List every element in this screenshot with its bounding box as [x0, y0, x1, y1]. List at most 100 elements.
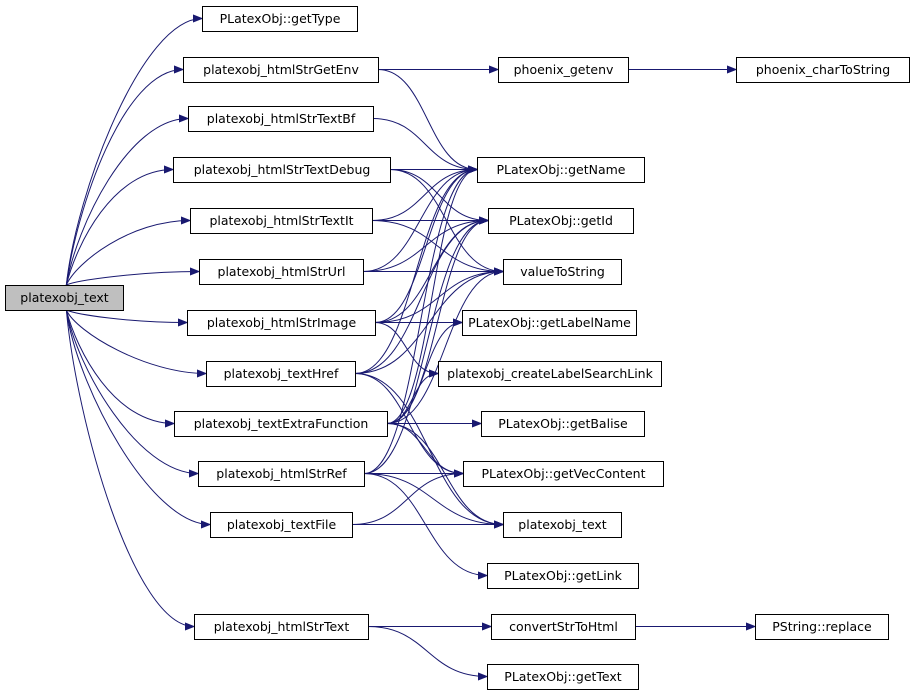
node-label: platexobj_textFile — [227, 517, 337, 532]
node-box — [755, 614, 889, 640]
node-box — [202, 6, 358, 32]
node-label: PLatexObj::getVecContent — [482, 466, 646, 481]
node-text-href[interactable]: platexobj_textHref — [206, 361, 356, 387]
node-label: PLatexObj::getId — [509, 213, 613, 228]
node-box — [487, 664, 639, 690]
node-box — [173, 157, 391, 183]
edge-html-str-text-debug-to-get-id — [389, 169, 488, 221]
node-html-str-text-debug[interactable]: platexobj_htmlStrTextDebug — [173, 157, 391, 183]
node-label: phoenix_charToString — [756, 62, 890, 77]
node-box — [438, 361, 662, 387]
edge-root-to-html-str-url — [66, 272, 199, 286]
node-box — [206, 361, 356, 387]
node-phoenix-char-to-string[interactable]: phoenix_charToString — [736, 57, 910, 83]
node-get-link[interactable]: PLatexObj::getLink — [487, 563, 639, 589]
node-html-str-ref[interactable]: platexobj_htmlStrRef — [198, 461, 365, 487]
edge-root-to-text-file — [65, 309, 210, 525]
nodes-layer: platexobj_text PLatexObj::getTypeplatexob… — [5, 6, 910, 690]
node-box — [199, 259, 364, 285]
node-box — [462, 310, 637, 336]
node-label: PLatexObj::getBalise — [498, 416, 628, 431]
node-box — [463, 461, 664, 487]
edge-html-str-text-bf-to-get-name — [372, 118, 477, 170]
node-label: platexobj_textExtraFunction — [194, 416, 369, 431]
node-label: platexobj_htmlStrRef — [216, 466, 347, 481]
edge-html-str-text-it-to-get-name — [371, 170, 477, 221]
node-get-balise[interactable]: PLatexObj::getBalise — [481, 411, 645, 437]
node-box — [210, 512, 353, 538]
node-get-label-name[interactable]: PLatexObj::getLabelName — [462, 310, 637, 336]
edge-text-file-to-get-vec-content — [351, 474, 463, 525]
edge-text-extra-function-to-get-name — [386, 170, 477, 424]
edge-root-to-text-extra-function — [65, 309, 174, 424]
edge-root-to-html-str-text-bf — [65, 119, 188, 286]
edge-text-href-to-get-name — [354, 170, 477, 374]
edge-html-str-text-to-get-text — [367, 626, 487, 677]
node-label: PLatexObj::getName — [496, 162, 625, 177]
node-root[interactable]: platexobj_text — [5, 285, 124, 311]
node-label: PLatexObj::getType — [220, 11, 341, 26]
node-box — [503, 259, 622, 285]
node-replace[interactable]: PString::replace — [755, 614, 889, 640]
node-label: platexobj_htmlStrText — [214, 619, 350, 634]
node-label: platexobj_text — [518, 517, 607, 532]
node-get-type[interactable]: PLatexObj::getType — [202, 6, 358, 32]
node-get-name[interactable]: PLatexObj::getName — [477, 157, 645, 183]
edge-html-str-text-it-to-value-to-string — [371, 220, 503, 272]
edge-root-to-html-str-text — [65, 309, 194, 627]
edge-text-href-to-value-to-string — [354, 272, 503, 374]
edge-root-to-html-str-image — [66, 309, 187, 323]
node-get-text[interactable]: PLatexObj::getText — [487, 664, 639, 690]
node-phoenix-getenv[interactable]: phoenix_getenv — [498, 57, 629, 83]
node-label: platexobj_htmlStrTextIt — [209, 213, 353, 228]
edge-root-to-html-str-ref — [65, 309, 198, 474]
edge-root-to-html-str-get-env — [65, 70, 183, 286]
node-label: platexobj_textHref — [224, 366, 339, 381]
node-label: platexobj_htmlStrTextBf — [207, 111, 356, 126]
node-html-str-text-it[interactable]: platexobj_htmlStrTextIt — [190, 208, 373, 234]
node-value-to-string[interactable]: valueToString — [503, 259, 622, 285]
node-box — [174, 411, 388, 437]
node-label: PLatexObj::getLink — [504, 568, 622, 583]
node-label: platexobj_htmlStrGetEnv — [203, 62, 359, 77]
edge-html-str-ref-to-get-id — [363, 221, 488, 474]
node-label: PLatexObj::getLabelName — [468, 315, 631, 330]
node-html-str-get-env[interactable]: platexobj_htmlStrGetEnv — [183, 57, 379, 83]
node-box — [487, 563, 639, 589]
node-html-str-url[interactable]: platexobj_htmlStrUrl — [199, 259, 364, 285]
node-box — [477, 157, 645, 183]
edge-root-to-text-href — [65, 309, 206, 374]
node-create-label-search-link[interactable]: platexobj_createLabelSearchLink — [438, 361, 662, 387]
node-html-str-text[interactable]: platexobj_htmlStrText — [194, 614, 369, 640]
node-html-str-image[interactable]: platexobj_htmlStrImage — [187, 310, 376, 336]
node-label: PString::replace — [772, 619, 872, 634]
node-text2[interactable]: platexobj_text — [503, 512, 622, 538]
node-label: platexobj_createLabelSearchLink — [447, 366, 653, 381]
edges-layer — [65, 19, 755, 677]
node-text-file[interactable]: platexobj_textFile — [210, 512, 353, 538]
node-box — [503, 512, 622, 538]
node-label: platexobj_text — [20, 290, 109, 305]
node-label: platexobj_htmlStrImage — [207, 315, 357, 330]
node-get-id[interactable]: PLatexObj::getId — [488, 208, 634, 234]
node-get-vec-content[interactable]: PLatexObj::getVecContent — [463, 461, 664, 487]
node-label: PLatexObj::getText — [504, 669, 622, 684]
node-box — [190, 208, 373, 234]
edge-html-str-url-to-get-name — [362, 170, 477, 272]
node-label: phoenix_getenv — [514, 62, 614, 77]
node-box — [488, 208, 634, 234]
edge-root-to-html-str-text-debug — [65, 170, 173, 286]
node-label: platexobj_htmlStrUrl — [218, 264, 346, 279]
node-text-extra-function[interactable]: platexobj_textExtraFunction — [174, 411, 388, 437]
node-html-str-text-bf[interactable]: platexobj_htmlStrTextBf — [188, 106, 374, 132]
edge-text-href-to-get-id — [354, 221, 488, 374]
node-box — [188, 106, 374, 132]
node-box — [194, 614, 369, 640]
node-box — [198, 461, 365, 487]
node-box — [187, 310, 376, 336]
node-box — [5, 285, 124, 311]
edge-html-str-ref-to-text2 — [363, 473, 503, 525]
edge-root-to-html-str-text-it — [65, 221, 190, 286]
node-convert-str-to-html[interactable]: convertStrToHtml — [491, 614, 636, 640]
edge-root-to-get-type — [65, 19, 202, 286]
